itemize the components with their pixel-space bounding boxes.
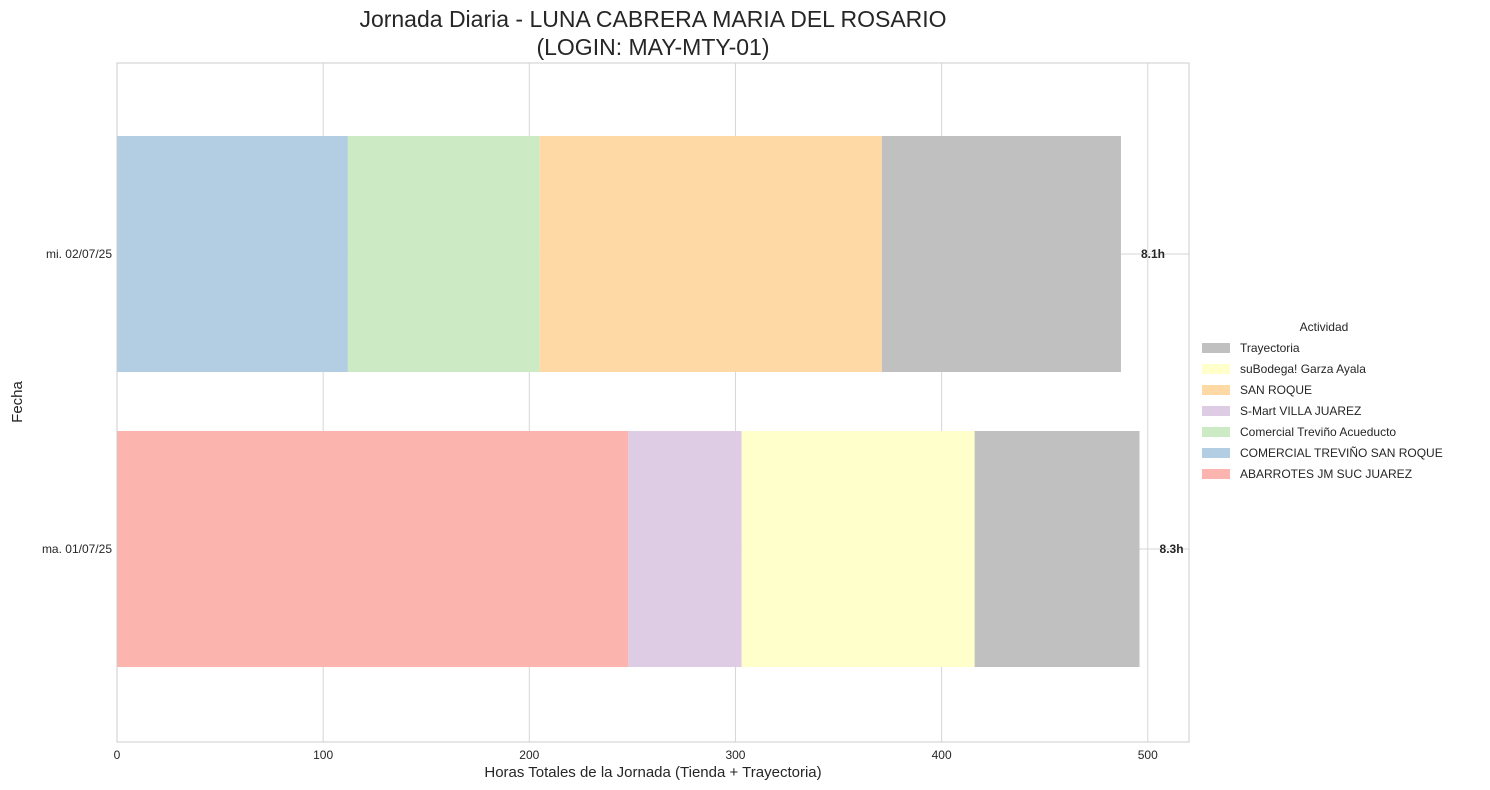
legend-entry: S-Mart VILLA JUAREZ bbox=[1240, 404, 1361, 418]
legend-entry: COMERCIAL TREVIÑO SAN ROQUE bbox=[1240, 446, 1443, 460]
x-tick-label: 100 bbox=[313, 748, 333, 762]
bar-total-label: 8.3h bbox=[1160, 542, 1184, 556]
bar-total-label: 8.1h bbox=[1141, 247, 1165, 261]
legend-swatch bbox=[1202, 469, 1230, 479]
legend-swatch bbox=[1202, 343, 1230, 353]
bar-segment bbox=[974, 431, 1140, 667]
legend-entry: Comercial Treviño Acueducto bbox=[1240, 425, 1396, 439]
y-axis-label: Fecha bbox=[9, 381, 26, 423]
legend-entry: Trayectoria bbox=[1240, 341, 1300, 355]
legend-swatch bbox=[1202, 364, 1230, 374]
legend-swatch bbox=[1202, 406, 1230, 416]
tick-labels: 0 100 200 300 400 500 ma. 01/07/25 mi. 02/07/25 bbox=[42, 247, 1158, 762]
bar-segment bbox=[347, 136, 540, 372]
legend-swatch bbox=[1202, 385, 1230, 395]
bar-segment bbox=[117, 431, 629, 667]
x-tick-label: 300 bbox=[725, 748, 745, 762]
bars bbox=[117, 136, 1140, 667]
x-tick-label: 500 bbox=[1138, 748, 1158, 762]
legend-entry: SAN ROQUE bbox=[1240, 383, 1312, 397]
total-labels: 8.3h 8.1h bbox=[1141, 247, 1184, 556]
x-tick-label: 200 bbox=[519, 748, 539, 762]
bar-segment bbox=[741, 431, 975, 667]
legend: Actividad Trayectoria suBodega! Garza Aya… bbox=[1202, 320, 1443, 481]
bar-segment bbox=[881, 136, 1121, 372]
y-tick-label: ma. 01/07/25 bbox=[42, 542, 112, 556]
y-tick-label: mi. 02/07/25 bbox=[46, 247, 112, 261]
x-axis-label: Horas Totales de la Jornada (Tienda + Tr… bbox=[484, 764, 821, 781]
bar-segment bbox=[117, 136, 348, 372]
legend-swatch bbox=[1202, 427, 1230, 437]
bar-segment bbox=[628, 431, 742, 667]
legend-entry: suBodega! Garza Ayala bbox=[1240, 362, 1366, 376]
bar-segment bbox=[539, 136, 882, 372]
chart-title-line-1: Jornada Diaria - LUNA CABRERA MARIA DEL … bbox=[359, 6, 946, 32]
legend-title: Actividad bbox=[1300, 320, 1349, 334]
chart-title-line-2: (LOGIN: MAY-MTY-01) bbox=[536, 34, 769, 60]
x-tick-label: 0 bbox=[114, 748, 121, 762]
x-tick-label: 400 bbox=[932, 748, 952, 762]
plot-frame bbox=[116, 62, 1190, 743]
legend-entry: ABARROTES JM SUC JUAREZ bbox=[1240, 467, 1412, 481]
legend-swatch bbox=[1202, 448, 1230, 458]
